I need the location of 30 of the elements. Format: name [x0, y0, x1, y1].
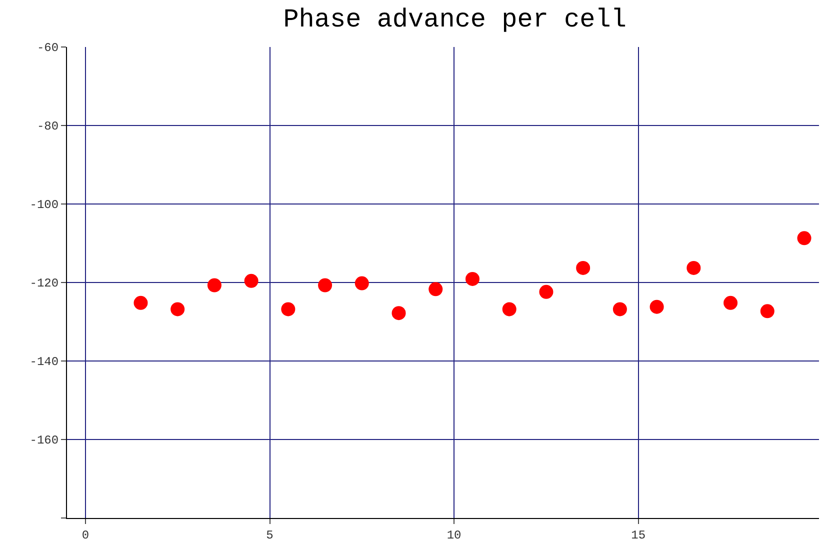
point [539, 284, 554, 299]
point [207, 278, 222, 292]
x-tick-label: 5 [266, 528, 274, 542]
chart-title: Phase advance per cell [283, 4, 626, 34]
x-tick-label: 0 [82, 528, 90, 542]
point [724, 296, 738, 310]
point [465, 272, 480, 286]
y-tick-label: -100 [30, 198, 59, 212]
point [502, 302, 516, 316]
point [612, 302, 627, 316]
y-tick-label: -120 [30, 276, 59, 291]
point [244, 274, 258, 288]
point [686, 260, 701, 275]
point [318, 278, 332, 292]
point [797, 231, 812, 246]
point [650, 300, 664, 314]
point [760, 304, 774, 318]
y-tick-label: -140 [30, 355, 59, 370]
point [392, 306, 406, 320]
x-tick-label: 15 [631, 528, 646, 542]
point [281, 302, 296, 316]
point [134, 296, 148, 310]
point [170, 302, 185, 316]
y-tick-label: -80 [36, 120, 59, 134]
point [354, 276, 369, 290]
point [428, 282, 443, 296]
y-tick-label: -160 [30, 434, 59, 448]
point [576, 260, 590, 275]
x-tick-label: 10 [446, 528, 462, 542]
y-tick-label: -60 [36, 41, 59, 56]
